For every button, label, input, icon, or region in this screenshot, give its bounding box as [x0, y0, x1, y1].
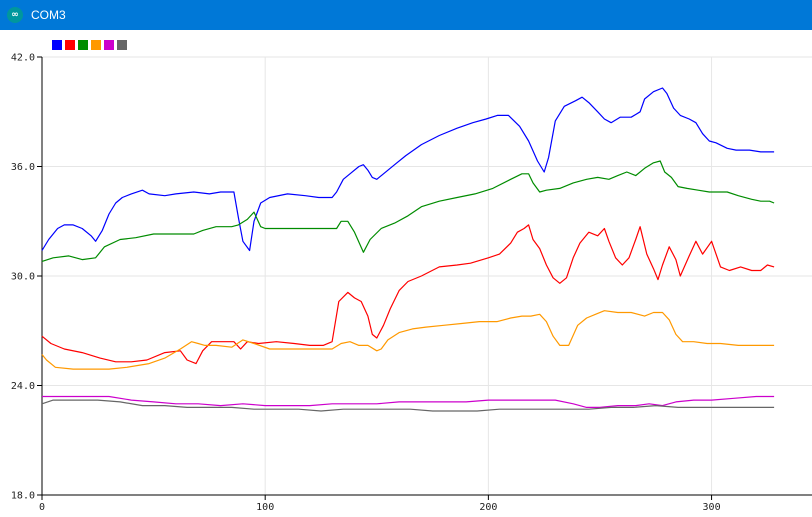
y-tick-label: 36.0	[11, 162, 35, 173]
legend-swatch-4	[91, 40, 101, 50]
series-line-1	[41, 87, 775, 252]
window-titlebar: ∞ COM3	[0, 0, 812, 30]
series-line-2	[41, 224, 775, 365]
x-tick-label: 200	[479, 502, 497, 513]
series-line-4	[41, 310, 775, 370]
x-tick-label: 300	[703, 502, 721, 513]
axes: 18.0 24.0 30.0 36.0 42.0 0 100 200 300	[11, 53, 812, 513]
window-title: COM3	[31, 8, 66, 22]
y-tick-label: 18.0	[11, 491, 35, 502]
legend	[52, 40, 127, 50]
legend-swatch-2	[65, 40, 75, 50]
serial-plotter-chart: 18.0 24.0 30.0 36.0 42.0 0 100 200 300	[11, 40, 812, 513]
legend-swatch-6	[117, 40, 127, 50]
x-tick-label: 100	[256, 502, 274, 513]
y-tick-label: 42.0	[11, 53, 35, 64]
arduino-infinity-icon: ∞	[7, 7, 23, 23]
x-tick-label: 0	[39, 502, 45, 513]
grid	[42, 56, 812, 495]
legend-swatch-1	[52, 40, 62, 50]
y-tick-label: 24.0	[11, 381, 35, 392]
legend-swatch-3	[78, 40, 88, 50]
legend-swatch-5	[104, 40, 114, 50]
series-line-3	[41, 160, 775, 262]
y-tick-label: 30.0	[11, 272, 35, 283]
series-lines	[41, 87, 775, 412]
series-line-6	[41, 399, 775, 412]
